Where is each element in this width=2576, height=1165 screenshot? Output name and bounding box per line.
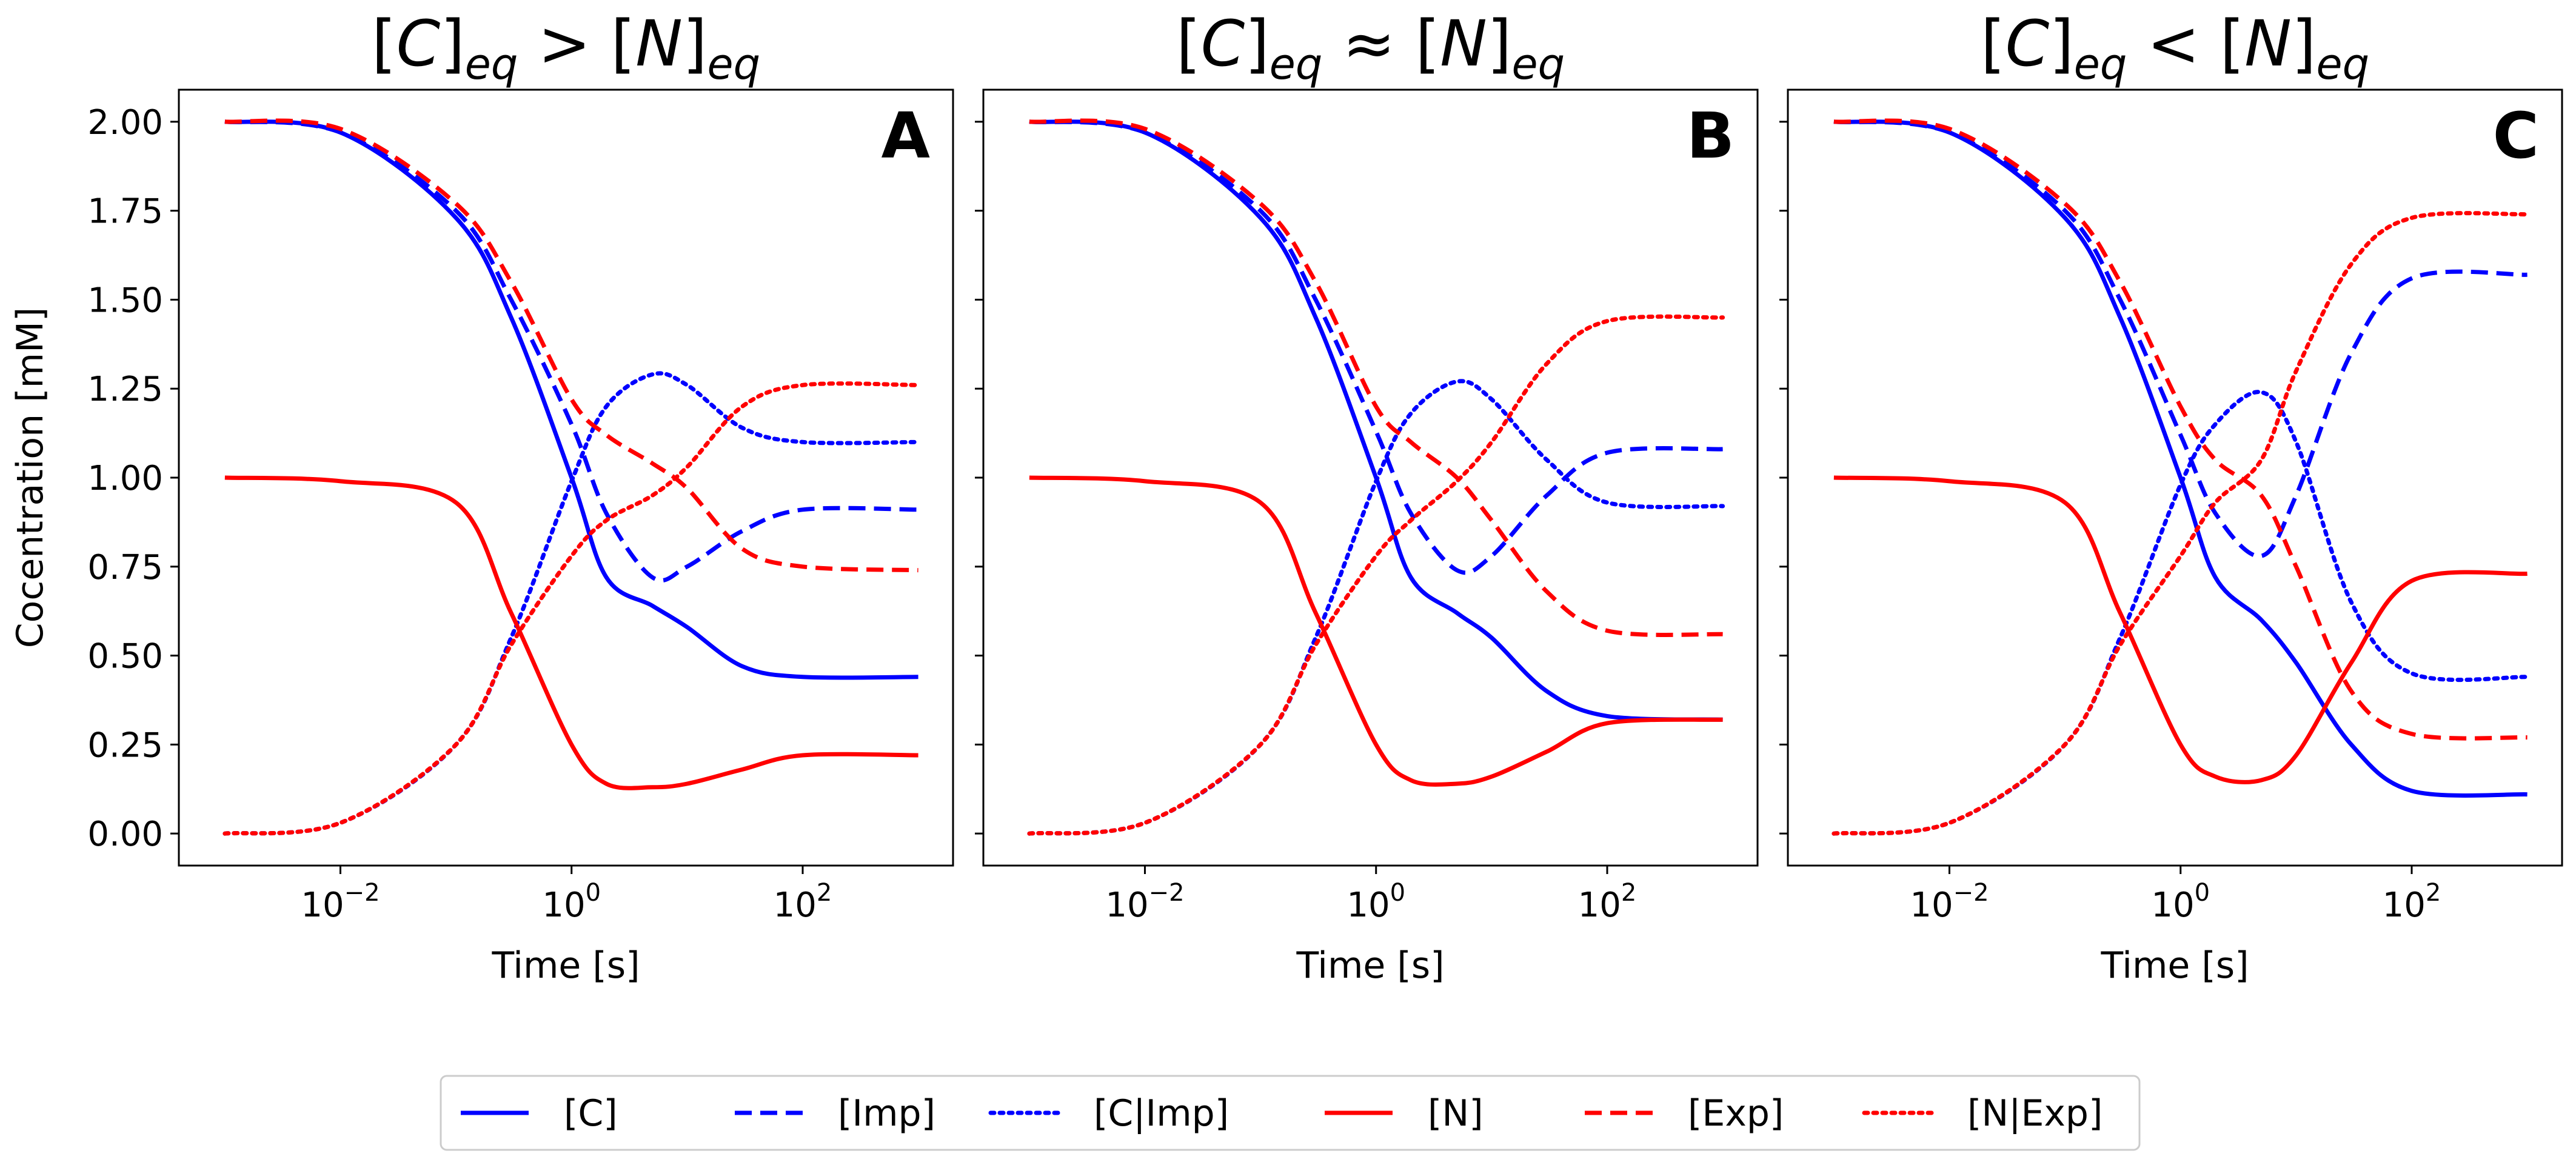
y-tick-label: 0.75 [87, 548, 163, 587]
series-line-n-exp-a [222, 381, 921, 836]
x-axis-label: Time [s] [492, 944, 640, 987]
legend-label: [N] [1428, 1092, 1484, 1135]
series-line-c-a [224, 119, 918, 680]
y-tick-label: 0.25 [87, 726, 163, 765]
panel-title-b: [C]eq ≈ [N]eq [1176, 7, 1565, 89]
legend-label: [C] [564, 1092, 618, 1135]
series-line-n-a [224, 475, 918, 790]
series-line-n-c [1833, 475, 2527, 784]
y-tick-label: 0.50 [87, 637, 163, 676]
legend-label: [N|Exp] [1967, 1092, 2103, 1135]
x-tick-label: 100 [2151, 879, 2210, 925]
y-tick-label: 0.00 [87, 815, 163, 854]
series-line-c-imp-a [222, 371, 921, 836]
panel-a: 0.00 0.25 0.50 0.75 1.00 1.25 1.50 1.75 2.00 10−2… [9, 7, 954, 987]
y-axis-label: Cocentration [mM] [9, 307, 52, 649]
legend-label: [Imp] [838, 1092, 935, 1135]
series-line-exp-b [1029, 118, 1723, 637]
panel-letter-a: A [882, 99, 931, 173]
x-tick-label: 102 [1578, 879, 1637, 925]
series-line-c-imp-c [1832, 390, 2530, 836]
x-tick-label: 102 [2383, 879, 2441, 925]
legend-item-c-imp: [C|Imp] [988, 1092, 1229, 1135]
y-tick-label: 1.75 [87, 192, 163, 232]
legend-item-n-exp: [N|Exp] [1862, 1092, 2103, 1135]
panel-letter-c: C [2493, 99, 2539, 173]
legend: [C] [Imp] [C|Imp] [N] [Exp] [N|Exp] [440, 1075, 2141, 1151]
x-axis-label: Time [s] [1296, 944, 1445, 987]
legend-item-n: [N] [1325, 1092, 1484, 1135]
series-line-c-c [1833, 119, 2527, 798]
series-line-c-b [1029, 119, 1723, 722]
x-tick-label: 100 [542, 879, 601, 925]
panel-title-a: [C]eq > [N]eq [372, 7, 760, 89]
x-tick-label: 102 [774, 879, 832, 925]
x-tick-label: 100 [1347, 879, 1405, 925]
legend-label: [C|Imp] [1094, 1092, 1229, 1135]
series-line-imp-c [1833, 119, 2527, 558]
x-tick-label: 10−2 [1105, 879, 1184, 925]
series-line-n-b [1029, 475, 1723, 787]
series-line-imp-a [224, 119, 918, 583]
legend-label: [Exp] [1688, 1092, 1784, 1135]
x-tick-label: 10−2 [301, 879, 380, 925]
y-tick-label: 1.00 [87, 459, 163, 498]
series-line-exp-a [224, 118, 918, 573]
y-tick-label: 1.25 [87, 370, 163, 409]
x-axis-label: Time [s] [2101, 944, 2249, 987]
x-tick-label: 10−2 [1910, 879, 1989, 925]
panel-c: 10−2 100 102 Time [s] [C]eq < [N]eq C [1779, 7, 2563, 987]
panel-letter-b: B [1687, 99, 1735, 173]
panel-b: 10−2 100 102 Time [s] [C]eq ≈ [N]eq B [975, 7, 1759, 987]
series-line-imp-b [1029, 119, 1723, 575]
legend-box [440, 1075, 2141, 1151]
legend-item-exp: [Exp] [1585, 1092, 1784, 1135]
legend-item-imp: [Imp] [735, 1092, 935, 1135]
series-line-n-exp-b [1027, 314, 1725, 836]
panel-title-c: [C]eq < [N]eq [1981, 7, 2369, 89]
legend-item-c: [C] [461, 1092, 618, 1135]
y-tick-label: 1.50 [87, 281, 163, 320]
series-line-n-exp-c [1832, 211, 2530, 836]
series-line-c-imp-b [1027, 379, 1725, 836]
y-tick-label: 2.00 [87, 103, 163, 142]
series-line-exp-c [1833, 118, 2527, 741]
